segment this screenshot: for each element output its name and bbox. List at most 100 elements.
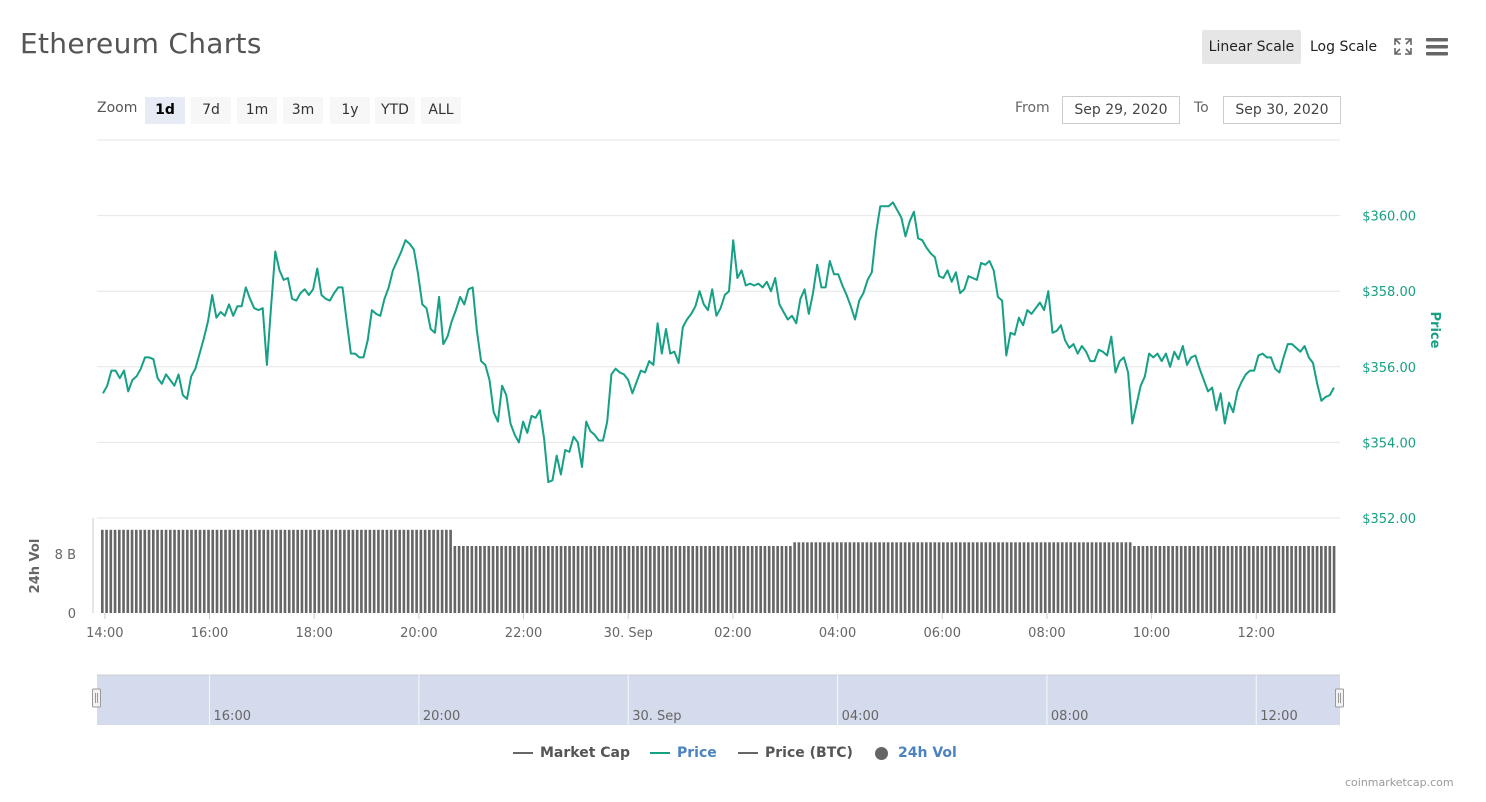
volume-bar	[466, 546, 469, 613]
volume-bar	[801, 542, 805, 613]
navigator-left-handle[interactable]	[92, 688, 101, 708]
log-scale-button[interactable]: Log Scale	[1310, 39, 1378, 55]
volume-bar	[326, 529, 329, 613]
volume-bar	[266, 529, 270, 613]
volume-bar	[874, 542, 877, 613]
fullscreen-icon[interactable]	[1394, 38, 1412, 55]
legend-line-icon	[650, 752, 670, 754]
volume-bar	[517, 546, 520, 613]
navigator[interactable]: 16:00 20:00 30. Sep 04:00 08:00 12:00	[92, 674, 1344, 725]
legend-item-market-cap[interactable]: Market Cap	[513, 745, 630, 761]
zoom-button-ytd[interactable]: YTD	[375, 97, 415, 124]
legend-item-24h-vol[interactable]: 24h Vol	[875, 745, 957, 761]
volume-bar	[1099, 542, 1102, 613]
volume-bar	[343, 529, 346, 613]
volume-bar	[483, 546, 486, 613]
volume-bar	[619, 546, 622, 613]
linear-scale-button[interactable]: Linear Scale	[1202, 30, 1301, 64]
volume-bar	[580, 546, 584, 613]
volume-bar	[440, 529, 444, 613]
volume-bar	[644, 546, 648, 613]
volume-bar	[882, 542, 886, 613]
volume-bar	[1179, 546, 1183, 613]
volume-bar	[453, 546, 457, 613]
volume-bar	[725, 546, 728, 613]
volume-bar	[916, 542, 920, 613]
navigator-right-handle[interactable]	[1335, 688, 1344, 708]
zoom-button-7d[interactable]: 7d	[191, 97, 231, 124]
volume-bar	[946, 542, 949, 613]
hamburger-menu-icon[interactable]	[1426, 38, 1448, 56]
volume-bar	[1260, 546, 1264, 613]
volume-bar	[1294, 546, 1298, 613]
legend-dot-icon	[875, 746, 888, 760]
volume-bar	[631, 546, 635, 613]
navigator-selection[interactable]	[97, 675, 1340, 725]
legend-item-price[interactable]: Price	[650, 745, 717, 761]
volume-bar	[1332, 546, 1336, 613]
volume-bar	[151, 529, 155, 613]
zoom-button-1y[interactable]: 1y	[330, 97, 370, 124]
navigator-tick-label: 20:00	[423, 709, 460, 724]
volume-bar	[602, 546, 605, 613]
volume-axis-title: 24h Vol	[28, 539, 43, 594]
volume-bar	[1243, 546, 1247, 613]
price-tick-label: $360.00	[1362, 210, 1416, 225]
volume-bar	[963, 542, 966, 613]
credits-link[interactable]: coinmarketcap.com	[1345, 776, 1454, 789]
volume-bar	[933, 542, 937, 613]
volume-bar	[1077, 542, 1081, 613]
range-to-input[interactable]	[1223, 96, 1341, 124]
volume-bar	[687, 546, 690, 613]
volume-bar	[309, 529, 312, 613]
price-tick-label: $352.00	[1362, 512, 1416, 527]
volume-bar	[869, 542, 873, 613]
volume-bar	[925, 542, 928, 613]
navigator-tick-label: 30. Sep	[632, 709, 681, 724]
volume-bar	[139, 529, 142, 613]
volume-bar	[1264, 546, 1268, 613]
volume-bar	[1218, 546, 1221, 613]
volume-bar	[1048, 542, 1051, 613]
volume-axis: 8 B 0	[55, 548, 76, 622]
volume-bar	[572, 546, 576, 613]
volume-bar	[491, 546, 495, 613]
legend-item-price-btc[interactable]: Price (BTC)	[738, 745, 853, 761]
volume-bar	[716, 546, 720, 613]
x-tick-label: 08:00	[1028, 626, 1065, 641]
volume-bar	[1116, 542, 1119, 613]
zoom-button-1d[interactable]: 1d	[145, 97, 185, 124]
volume-bar	[168, 529, 172, 613]
volume-bar	[1230, 546, 1234, 613]
volume-bar	[1128, 542, 1132, 613]
volume-bar	[555, 546, 559, 613]
volume-bar	[1145, 546, 1149, 613]
price-gridlines	[97, 215, 1340, 519]
volume-bar	[1120, 542, 1124, 613]
volume-bar	[865, 542, 869, 613]
volume-bar	[292, 529, 295, 613]
zoom-button-3m[interactable]: 3m	[283, 97, 323, 124]
volume-bar	[534, 546, 537, 613]
volume-bar	[1107, 542, 1111, 613]
volume-bar	[351, 529, 355, 613]
volume-bar	[818, 542, 822, 613]
range-from-input[interactable]	[1062, 96, 1180, 124]
volume-bar	[806, 542, 809, 613]
zoom-button-1m[interactable]: 1m	[237, 97, 277, 124]
volume-bar	[487, 546, 491, 613]
volume-bar	[241, 529, 244, 613]
volume-bars	[101, 529, 1336, 613]
volume-bar	[640, 546, 644, 613]
legend-label: Price	[677, 745, 717, 761]
volume-bar	[364, 529, 367, 613]
volume-bar	[954, 542, 958, 613]
volume-bar	[1043, 542, 1047, 613]
zoom-button-all[interactable]: ALL	[421, 97, 461, 124]
volume-bar	[1277, 546, 1281, 613]
volume-bar	[1137, 546, 1140, 613]
volume-bar	[704, 546, 707, 613]
volume-bar	[394, 529, 397, 613]
volume-bar	[767, 546, 771, 613]
volume-bar	[1141, 546, 1145, 613]
